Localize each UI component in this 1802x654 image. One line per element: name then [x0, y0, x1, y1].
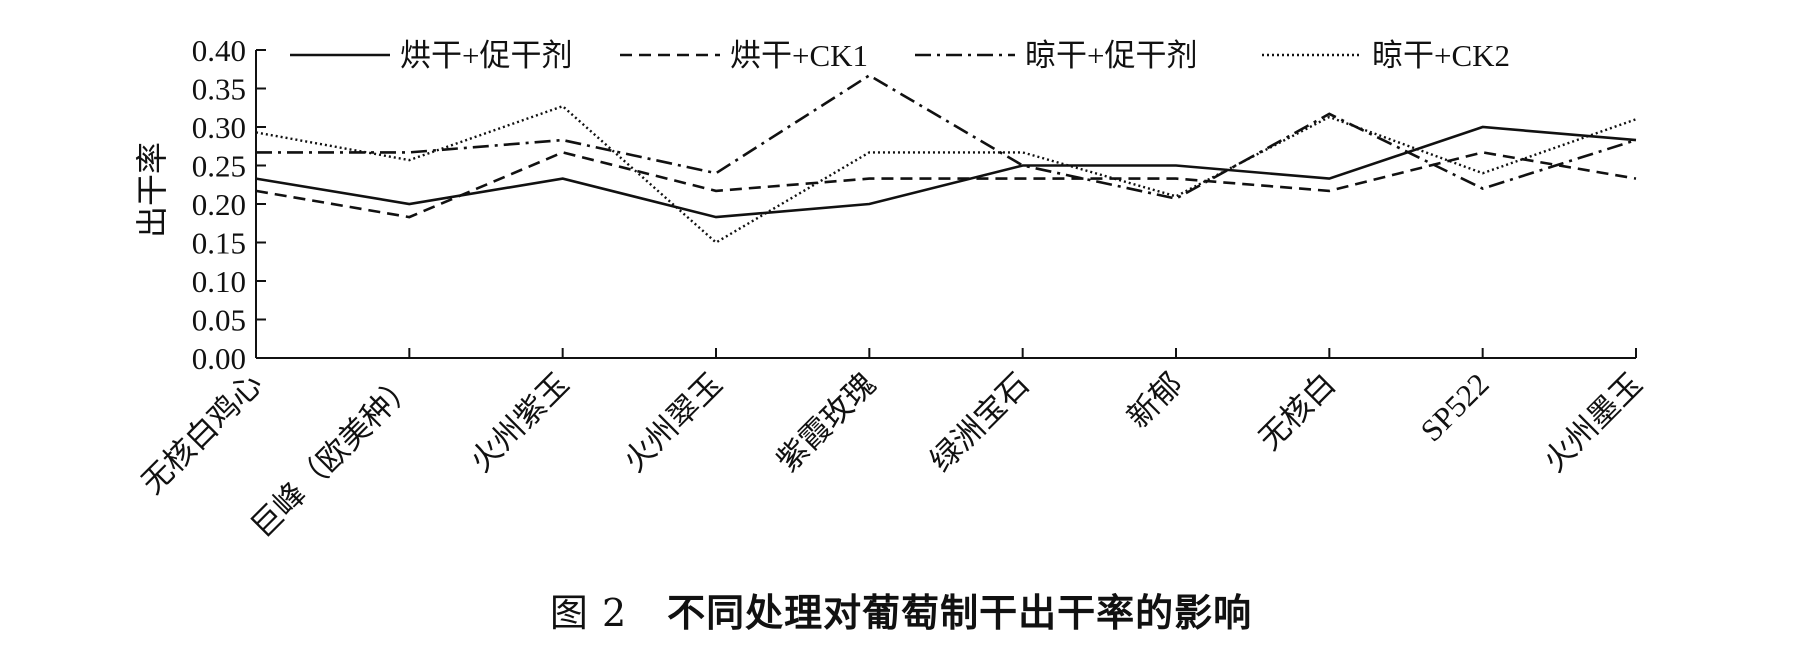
x-tick-label: 无核白	[1252, 366, 1343, 457]
y-tick-label: 0.30	[192, 110, 246, 145]
series-line	[256, 73, 1637, 200]
x-tick-label: 无核白鸡心	[135, 366, 269, 500]
series-line	[255, 104, 1637, 244]
y-axis-label: 出干率	[134, 142, 170, 238]
series-line	[255, 125, 1637, 219]
x-tick-label: 火州墨玉	[1537, 366, 1649, 478]
legend-label: 烘干+CK1	[730, 38, 868, 73]
series-line	[255, 151, 1637, 219]
chart-legend: 烘干+促干剂 烘干+CK1 晾干+促干剂 晾干+CK2	[290, 38, 1510, 73]
y-tick-label: 0.35	[192, 72, 246, 107]
x-tick-label: 绿洲宝石	[923, 366, 1035, 478]
x-tick-label: 巨峰（欧美种）	[244, 366, 422, 544]
legend-label: 烘干+促干剂	[400, 38, 572, 73]
figure-title: 不同处理对葡萄制干出干率的影响	[667, 590, 1253, 635]
y-tick-label: 0.00	[192, 341, 246, 376]
y-tick-label: 0.25	[192, 149, 246, 184]
y-tick-label: 0.20	[192, 187, 246, 222]
y-tick-label: 0.15	[192, 226, 246, 261]
y-tick-label: 0.05	[192, 303, 246, 338]
x-tick-label: 新郁	[1120, 366, 1189, 435]
y-tick-label: 0.40	[192, 33, 246, 68]
legend-label: 晾干+促干剂	[1025, 38, 1197, 73]
figure-caption: 图 2 不同处理对葡萄制干出干率的影响	[0, 582, 1802, 637]
x-tick-label: 火州翠玉	[617, 366, 729, 478]
series-layer	[255, 73, 1637, 244]
legend-label: 晾干+CK2	[1372, 38, 1510, 73]
chart-axes: 0.000.05 0.100.15 0.200.25 0.300.35 0.40 无核白鸡…	[135, 33, 1649, 544]
x-tick-label: 火州紫玉	[463, 366, 575, 478]
y-tick-label: 0.10	[192, 264, 246, 299]
line-chart: 烘干+促干剂 烘干+CK1 晾干+促干剂 晾干+CK2 0.000.05 0.100.1…	[134, 33, 1649, 544]
x-tick-label: 紫霞玫瑰	[770, 366, 882, 478]
x-tick-label: SP522	[1414, 366, 1496, 448]
figure-number: 图 2	[549, 591, 628, 635]
